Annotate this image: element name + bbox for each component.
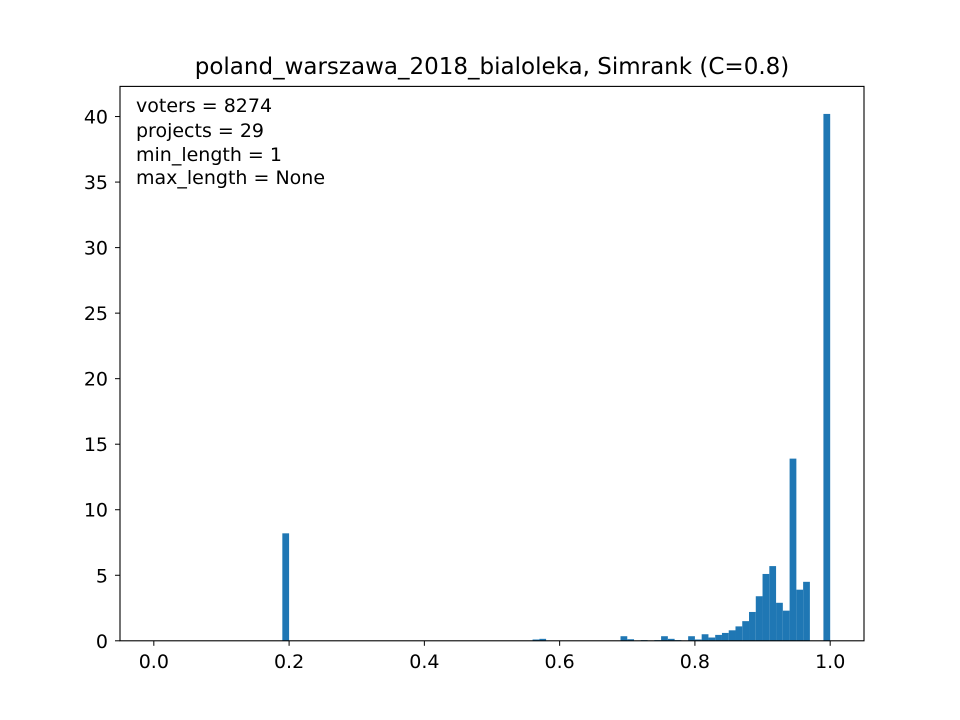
histogram-bar [776,602,783,641]
histogram-bar [532,639,540,641]
y-tick-label: 0 [96,631,108,653]
histogram-bar [688,636,695,641]
y-tick-label: 10 [84,500,108,522]
histogram-bar [762,573,770,641]
histogram-bar [755,596,763,641]
histogram-bar [742,621,750,641]
y-tick-label: 15 [84,434,108,456]
y-axis: 0 5 10 15 20 25 30 35 40 [84,107,120,653]
y-tick-label: 25 [84,303,108,325]
histogram-bar [796,589,804,641]
x-tick-label: 0.8 [680,651,710,673]
histogram-bar [627,639,635,641]
y-tick-label: 35 [84,172,108,194]
histogram-bar [769,566,777,641]
histogram-bar [749,611,756,641]
histogram-bar [694,639,702,641]
histogram-bar [667,638,675,641]
histogram-bar [735,626,743,641]
annotation-line-voters: voters = 8274 [136,95,272,117]
histogram-bar [728,630,736,641]
histogram-bar [782,610,790,641]
histogram-bar [789,458,797,641]
histogram-bar [539,638,547,641]
histogram-bar [620,636,628,641]
y-tick-label: 5 [96,565,108,587]
x-tick-label: 0.6 [545,651,575,673]
x-axis: 0.0 0.2 0.4 0.6 0.8 1.0 [139,640,845,673]
histogram-bar [282,533,290,641]
histogram-bar [661,636,668,641]
chart-title: poland_warszawa_2018_bialoleka, Simrank … [195,54,790,80]
y-tick-label: 30 [84,238,108,260]
annotation-line-projects: projects = 29 [136,120,264,142]
bars-group [282,113,831,641]
histogram-bar [721,632,729,641]
y-tick-label: 40 [84,107,108,129]
histogram-bar [823,113,831,641]
histogram-bar [803,581,810,641]
histogram-bar [701,634,709,641]
annotation-line-min-length: min_length = 1 [136,144,282,166]
y-tick-label: 20 [84,369,108,391]
x-tick-label: 1.0 [815,651,845,673]
annotation-line-max-length: max_length = None [136,167,325,189]
plot-frame [119,85,865,642]
histogram-bar [708,637,716,641]
x-tick-label: 0.4 [409,651,439,673]
x-tick-label: 0.2 [274,651,304,673]
histogram-bar [715,634,722,641]
x-tick-label: 0.0 [139,651,169,673]
annotation: voters = 8274 projects = 29 min_length =… [136,95,325,189]
